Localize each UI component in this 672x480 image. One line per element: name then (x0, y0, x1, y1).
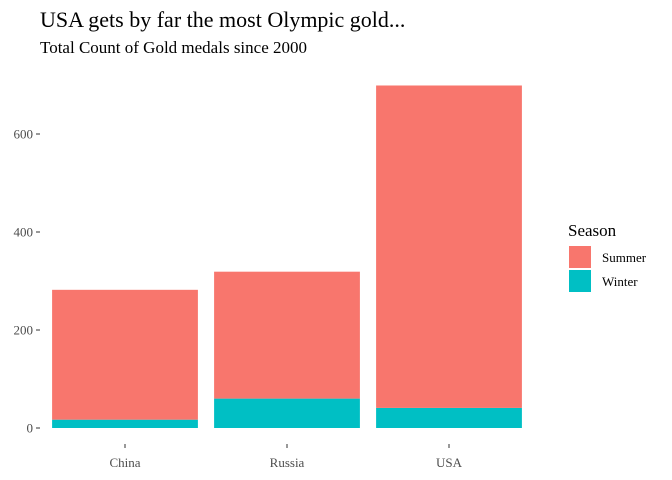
plot-area (52, 85, 522, 428)
legend-label-winter: Winter (602, 274, 638, 289)
x-tick-label: Russia (270, 455, 305, 470)
y-tick-label: 600 (14, 127, 34, 142)
bar-china-winter (52, 419, 198, 428)
bar-usa-winter (376, 407, 522, 428)
y-tick-label: 0 (27, 421, 34, 436)
y-axis: 0 200 400 600 (14, 127, 40, 436)
bar-russia-summer (214, 271, 360, 399)
legend: Season Summer Winter (568, 221, 647, 292)
bar-russia-winter (214, 398, 360, 428)
y-tick-label: 400 (14, 225, 34, 240)
legend-label-summer: Summer (602, 250, 647, 265)
chart-subtitle: Total Count of Gold medals since 2000 (40, 38, 307, 57)
x-tick-label: China (109, 455, 140, 470)
chart-title: USA gets by far the most Olympic gold... (40, 7, 405, 32)
x-axis: China Russia USA (109, 444, 463, 470)
y-tick-label: 200 (14, 323, 34, 338)
legend-swatch-summer (569, 246, 591, 268)
legend-title: Season (568, 221, 617, 240)
bar-usa-summer (376, 85, 522, 408)
legend-swatch-winter (569, 270, 591, 292)
x-tick-label: USA (436, 455, 463, 470)
bar-china-summer (52, 289, 198, 420)
